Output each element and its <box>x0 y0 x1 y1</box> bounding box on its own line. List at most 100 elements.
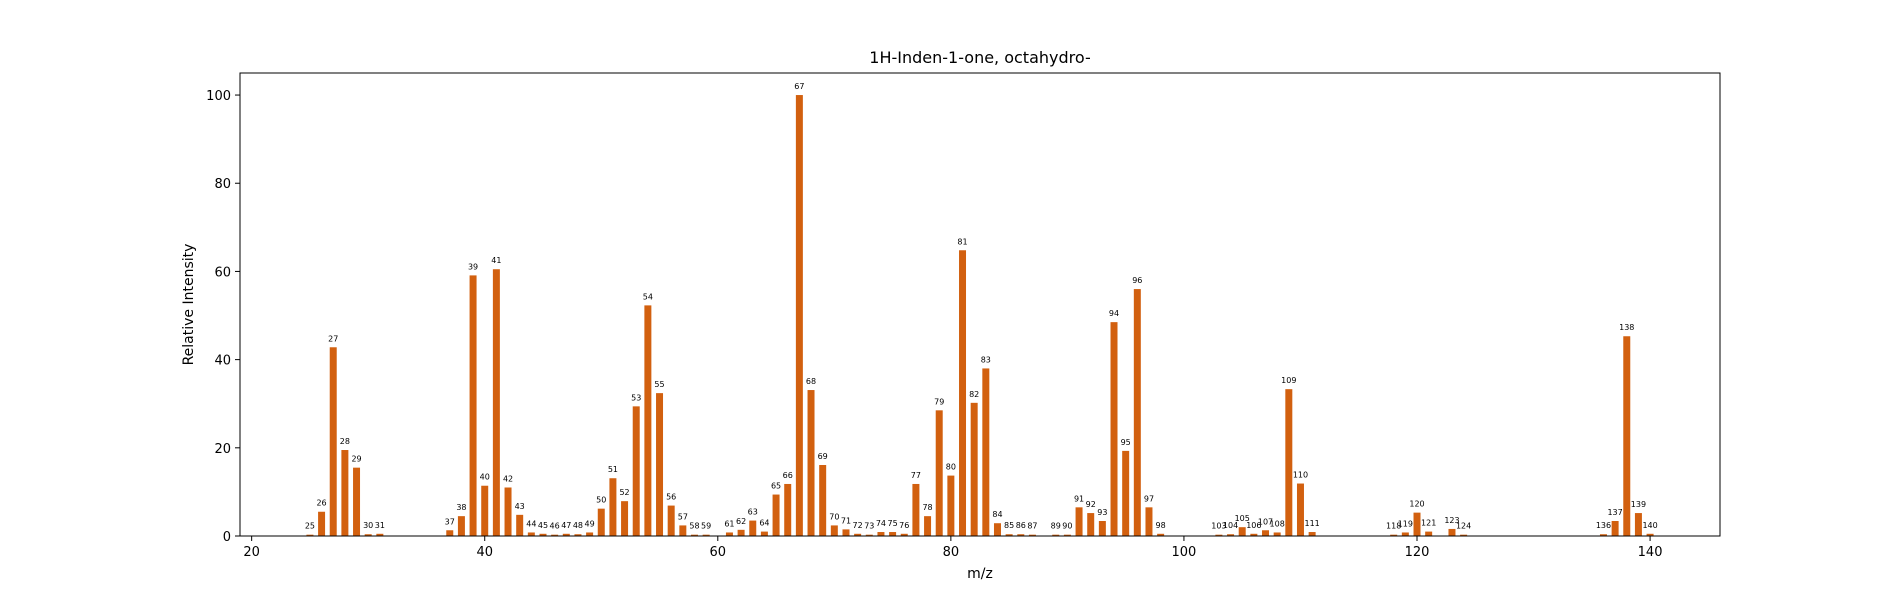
bar-label-mz-62: 62 <box>736 517 746 526</box>
bar-mz-53 <box>632 406 640 536</box>
bar-mz-76 <box>900 533 908 536</box>
x-tick-label-40: 40 <box>476 545 493 560</box>
bar-mz-62 <box>737 529 745 536</box>
bar-mz-42 <box>504 487 512 536</box>
bar-mz-83 <box>982 368 990 536</box>
bar-mz-61 <box>725 532 733 536</box>
bar-label-mz-61: 61 <box>724 519 734 528</box>
bar-mz-77 <box>912 483 920 536</box>
bar-label-mz-123: 123 <box>1444 516 1459 525</box>
bar-label-mz-83: 83 <box>981 355 991 364</box>
bar-label-mz-136: 136 <box>1596 521 1611 530</box>
x-axis-ticks: 20 40 60 80 100 120 140 <box>243 536 1662 560</box>
y-tick-label-100: 100 <box>206 89 231 104</box>
bar-label-mz-138: 138 <box>1619 323 1634 332</box>
bar-mz-49 <box>586 532 594 536</box>
bar-label-mz-87: 87 <box>1027 522 1037 531</box>
bar-label-mz-44: 44 <box>526 519 536 528</box>
bar-label-mz-25: 25 <box>305 522 315 531</box>
bar-mz-93 <box>1098 521 1106 536</box>
y-axis-label: Relative Intensity <box>181 244 197 366</box>
bar-label-mz-65: 65 <box>771 482 781 491</box>
bar-label-mz-94: 94 <box>1109 309 1119 318</box>
bar-label-mz-90: 90 <box>1062 522 1072 531</box>
bar-mz-65 <box>772 494 780 536</box>
bar-mz-25 <box>306 534 314 536</box>
bar-mz-68 <box>807 390 815 536</box>
bar-label-mz-68: 68 <box>806 377 816 386</box>
bar-mz-37 <box>446 530 454 536</box>
bar-label-mz-27: 27 <box>328 334 338 343</box>
bar-mz-111 <box>1308 532 1316 536</box>
bar-label-mz-111: 111 <box>1304 519 1319 528</box>
bar-mz-56 <box>667 505 675 536</box>
bar-label-mz-108: 108 <box>1270 519 1285 528</box>
bar-label-mz-120: 120 <box>1409 500 1424 509</box>
bar-label-mz-79: 79 <box>934 397 944 406</box>
bar-mz-105 <box>1238 527 1246 536</box>
bar-label-mz-119: 119 <box>1398 519 1413 528</box>
bar-label-mz-39: 39 <box>468 262 478 271</box>
bar-mz-82 <box>970 402 978 536</box>
bar-label-mz-64: 64 <box>759 519 769 528</box>
bar-mz-124 <box>1460 534 1468 536</box>
bar-label-mz-66: 66 <box>783 471 793 480</box>
bar-label-mz-38: 38 <box>456 503 466 512</box>
bar-mz-30 <box>364 534 372 536</box>
bar-mz-52 <box>621 501 629 536</box>
bar-mz-71 <box>842 529 850 536</box>
bar-label-mz-89: 89 <box>1051 522 1061 531</box>
y-tick-label-40: 40 <box>214 354 231 369</box>
bar-label-mz-47: 47 <box>561 521 571 530</box>
bar-mz-92 <box>1087 513 1095 536</box>
x-tick-label-20: 20 <box>243 545 260 560</box>
bar-mz-136 <box>1599 534 1607 536</box>
bar-mz-66 <box>784 483 792 536</box>
bar-label-mz-46: 46 <box>550 522 560 531</box>
x-axis-label: m/z <box>967 566 993 582</box>
bar-label-mz-58: 58 <box>689 522 699 531</box>
bar-mz-95 <box>1122 450 1130 536</box>
bar-label-mz-97: 97 <box>1144 494 1154 503</box>
bar-label-mz-57: 57 <box>678 512 688 521</box>
x-tick-label-140: 140 <box>1638 545 1663 560</box>
bar-label-mz-86: 86 <box>1016 521 1026 530</box>
bar-label-mz-70: 70 <box>829 512 839 521</box>
bar-mz-79 <box>935 410 943 536</box>
bar-mz-27 <box>329 347 337 536</box>
bar-label-mz-75: 75 <box>888 519 898 528</box>
bar-mz-96 <box>1133 289 1141 536</box>
bar-label-mz-103: 103 <box>1211 522 1226 531</box>
bar-mz-75 <box>889 532 897 536</box>
bar-mz-51 <box>609 478 617 536</box>
bars-group <box>306 95 1654 537</box>
bar-label-mz-96: 96 <box>1132 276 1142 285</box>
bar-mz-64 <box>760 531 768 536</box>
bar-label-mz-50: 50 <box>596 496 606 505</box>
bar-label-mz-56: 56 <box>666 493 676 502</box>
x-tick-label-100: 100 <box>1172 545 1197 560</box>
bar-label-mz-110: 110 <box>1293 471 1308 480</box>
bar-mz-106 <box>1250 533 1258 536</box>
bar-mz-43 <box>516 514 524 536</box>
bar-label-mz-137: 137 <box>1607 508 1622 517</box>
y-tick-label-20: 20 <box>214 442 231 457</box>
bar-mz-110 <box>1296 483 1304 536</box>
bar-label-mz-26: 26 <box>316 499 326 508</box>
plot-frame <box>239 72 1721 537</box>
bar-label-mz-82: 82 <box>969 390 979 399</box>
bar-mz-98 <box>1157 533 1165 536</box>
bar-mz-103 <box>1215 534 1223 536</box>
bar-mz-78 <box>924 516 932 536</box>
bar-mz-57 <box>679 525 687 536</box>
bar-label-mz-29: 29 <box>351 455 361 464</box>
bar-mz-73 <box>865 534 873 536</box>
bar-label-mz-106: 106 <box>1246 521 1261 530</box>
bar-mz-90 <box>1063 534 1071 536</box>
bar-label-mz-98: 98 <box>1156 521 1166 530</box>
bar-mz-50 <box>597 508 605 536</box>
bar-mz-63 <box>749 520 757 536</box>
bar-mz-39 <box>469 275 477 536</box>
bar-label-mz-91: 91 <box>1074 494 1084 503</box>
